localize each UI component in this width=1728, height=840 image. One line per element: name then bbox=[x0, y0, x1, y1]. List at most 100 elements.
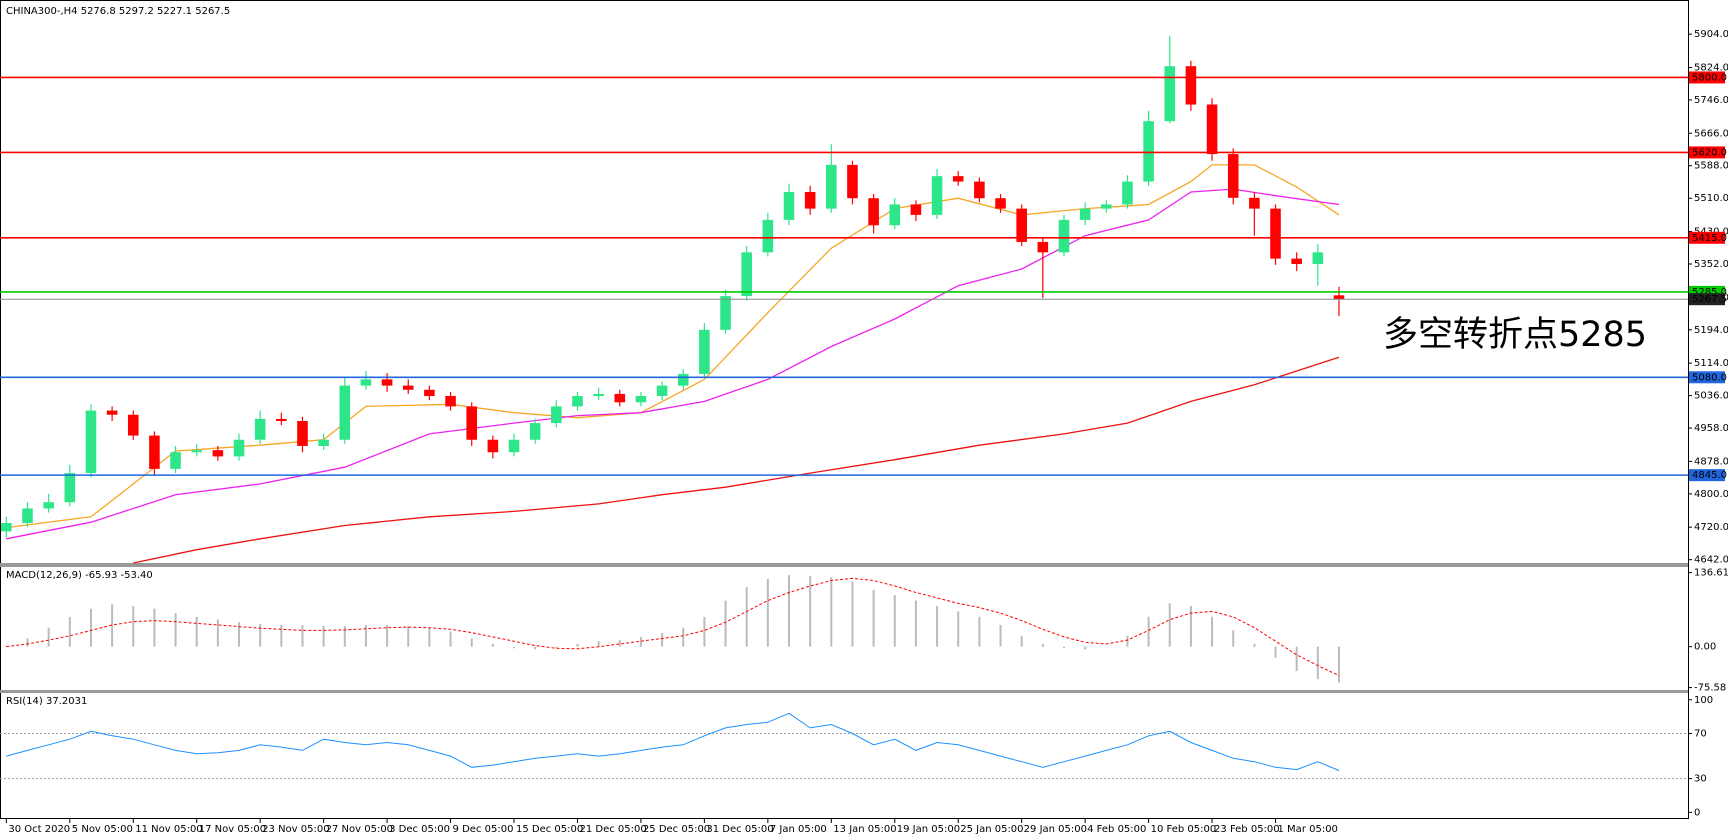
moving-average bbox=[133, 356, 1340, 564]
candle-body bbox=[43, 502, 54, 509]
y-tick-label: 4800.0 bbox=[1694, 489, 1728, 500]
y-tick-label: 30 bbox=[1694, 774, 1707, 785]
y-tick-label: 5904.0 bbox=[1694, 29, 1728, 40]
candle-body bbox=[1249, 197, 1260, 209]
x-tick-label: 9 Dec 05:00 bbox=[453, 824, 514, 835]
x-tick-label: 13 Jan 05:00 bbox=[833, 824, 896, 835]
x-tick-label: 25 Jan 05:00 bbox=[960, 824, 1023, 835]
x-tick-label: 29 Jan 05:00 bbox=[1024, 824, 1087, 835]
x-tick-label: 23 Feb 05:00 bbox=[1214, 824, 1280, 835]
candle-body bbox=[424, 389, 435, 397]
x-tick-label: 15 Dec 05:00 bbox=[516, 824, 583, 835]
current-price-label: 5267.5 bbox=[1692, 294, 1727, 305]
y-tick-label: 4958.0 bbox=[1694, 423, 1728, 434]
candle-body bbox=[191, 450, 203, 453]
y-tick-label: 5036.0 bbox=[1694, 391, 1728, 402]
y-tick-label: 5588.0 bbox=[1694, 161, 1728, 172]
candle-body bbox=[847, 164, 858, 199]
level-label: 5415.0 bbox=[1692, 233, 1727, 244]
candle-body bbox=[699, 329, 710, 374]
x-tick-label: 10 Feb 05:00 bbox=[1151, 824, 1217, 835]
candle-body bbox=[1079, 208, 1091, 220]
moving-average bbox=[6, 164, 1340, 529]
candle-body bbox=[1122, 181, 1133, 205]
candle-body bbox=[1164, 66, 1176, 122]
x-tick-label: 30 Oct 2020 bbox=[8, 824, 70, 835]
candle-body bbox=[1270, 208, 1281, 259]
x-tick-label: 7 Jan 05:00 bbox=[770, 824, 827, 835]
candle-body bbox=[85, 410, 97, 474]
candle-body bbox=[508, 439, 520, 453]
candle-body bbox=[170, 452, 181, 469]
candle-body bbox=[127, 414, 139, 436]
panel-separator bbox=[0, 690, 1688, 693]
candle-body bbox=[466, 406, 477, 440]
y-tick-label: 136.61 bbox=[1694, 568, 1728, 579]
candle-body bbox=[635, 396, 647, 403]
candle-body bbox=[445, 396, 456, 407]
candle-body bbox=[804, 191, 816, 209]
candle-body bbox=[931, 176, 943, 215]
candle-body bbox=[656, 385, 668, 397]
candle-body bbox=[318, 439, 329, 446]
candle-body bbox=[910, 204, 922, 215]
candle-body bbox=[1058, 219, 1070, 253]
candle-body bbox=[868, 198, 879, 226]
candle-body bbox=[614, 393, 626, 403]
candle-body bbox=[360, 379, 372, 386]
rsi-title: RSI(14) 37.2031 bbox=[6, 696, 87, 707]
rsi-line bbox=[6, 712, 1340, 771]
candle-body bbox=[1101, 204, 1112, 209]
x-tick-label: 11 Nov 05:00 bbox=[135, 824, 202, 835]
candle-body bbox=[1143, 121, 1154, 182]
candle-body bbox=[1312, 252, 1324, 265]
signal-line bbox=[6, 577, 1340, 677]
candle-body bbox=[297, 421, 308, 446]
x-tick-label: 19 Jan 05:00 bbox=[897, 824, 960, 835]
level-label-box bbox=[1689, 231, 1725, 244]
level-label-box bbox=[1689, 469, 1725, 482]
candle-body bbox=[402, 385, 414, 390]
annotation: 多空转折点5285 bbox=[1383, 315, 1647, 355]
x-tick-label: 23 Nov 05:00 bbox=[262, 824, 329, 835]
x-tick-label: 17 Nov 05:00 bbox=[199, 824, 266, 835]
y-tick-label: 4642.0 bbox=[1694, 555, 1728, 566]
candle-body bbox=[1227, 154, 1239, 198]
candle-body bbox=[783, 191, 795, 220]
y-tick-label: 5746.0 bbox=[1694, 95, 1728, 106]
y-tick-label: 0 bbox=[1694, 807, 1700, 818]
candle-body bbox=[677, 373, 689, 386]
candle-body bbox=[22, 508, 33, 524]
x-tick-label: 31 Dec 05:00 bbox=[706, 824, 773, 835]
macd-title: MACD(12,26,9) -65.93 -53.40 bbox=[6, 570, 153, 581]
y-tick-label: 5352.0 bbox=[1694, 259, 1728, 270]
x-tick-label: 27 Nov 05:00 bbox=[326, 824, 393, 835]
y-tick-label: 0.00 bbox=[1694, 642, 1716, 653]
candle-body bbox=[149, 435, 160, 469]
level-label: 5285.0 bbox=[1692, 287, 1727, 298]
candle-body bbox=[720, 296, 731, 330]
chart-title: CHINA300-,H4 5276.8 5297.2 5227.1 5267.5 bbox=[6, 6, 230, 17]
y-tick-label: 5194.0 bbox=[1694, 325, 1728, 336]
x-tick-label: 21 Dec 05:00 bbox=[579, 824, 646, 835]
y-tick-label: 4878.0 bbox=[1694, 456, 1728, 467]
x-tick-label: 1 Mar 05:00 bbox=[1278, 824, 1338, 835]
candle-body bbox=[1037, 241, 1049, 253]
candle-body bbox=[233, 439, 245, 457]
y-tick-label: 5666.0 bbox=[1694, 128, 1728, 139]
candle-body bbox=[572, 396, 583, 407]
candle-body bbox=[952, 176, 964, 182]
candle-body bbox=[1016, 208, 1027, 242]
level-label: 5800.0 bbox=[1692, 72, 1727, 83]
level-label-box bbox=[1689, 371, 1725, 384]
candle-body bbox=[1291, 258, 1302, 265]
x-tick-label: 3 Dec 05:00 bbox=[389, 824, 450, 835]
candle-body bbox=[889, 204, 901, 226]
candle-body bbox=[826, 164, 837, 209]
candle-body bbox=[974, 181, 985, 199]
y-tick-label: 100 bbox=[1694, 695, 1713, 706]
candle-body bbox=[339, 385, 351, 440]
candle-body bbox=[762, 219, 774, 253]
